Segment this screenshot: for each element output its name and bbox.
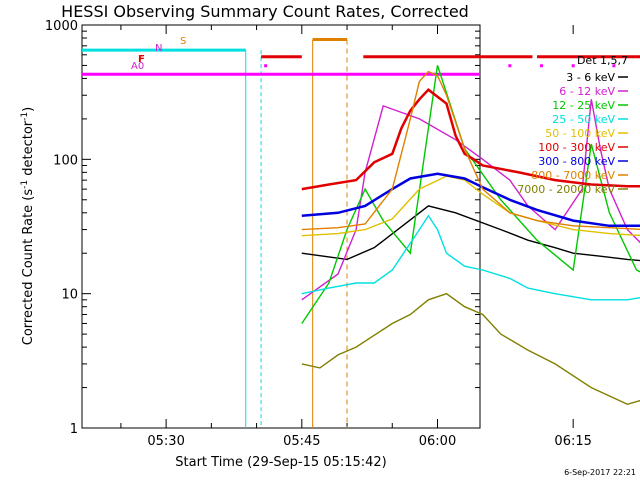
legend-label-4: 25 - 50 keV: [552, 113, 615, 126]
attenuator-marker: [264, 64, 268, 68]
series-lines: [301, 65, 640, 406]
series-line-6: [301, 88, 640, 191]
y-axis-label: Corrected Count Rate (s-1 detector-1): [20, 107, 36, 345]
y-tick-label: 1000: [45, 19, 78, 34]
attenuator-marker: [540, 64, 544, 68]
legend-label-3: 12 - 25 keV: [552, 99, 615, 112]
legend-label-5: 50 - 100 keV: [545, 127, 615, 140]
y-tick-label: 10: [61, 288, 78, 303]
series-line-5: [301, 175, 640, 237]
x-axis-label: Start Time (29-Sep-15 05:15:42): [175, 455, 386, 470]
legend-label-6: 100 - 300 keV: [538, 141, 615, 154]
flag-label-f: F: [138, 54, 145, 65]
series-line-1: [301, 205, 640, 262]
chart-title: HESSI Observing Summary Count Rates, Cor…: [61, 2, 469, 21]
x-tick-label: 06:15: [554, 434, 591, 449]
legend-title: Det 1,5,7: [577, 54, 628, 67]
attenuator-marker: [571, 64, 575, 68]
flag-labels: F N S A0: [131, 36, 186, 72]
y-tick-label: 1: [70, 422, 78, 437]
orbit-overlay: [82, 37, 640, 428]
attenuator-marker: [508, 64, 512, 68]
plot-frame: [81, 24, 481, 429]
legend-label-1: 3 - 6 keV: [566, 71, 615, 84]
series-line-9: [301, 292, 640, 406]
flag-label-a0: A0: [131, 61, 144, 72]
series-line-4: [301, 214, 640, 301]
legend-label-2: 6 - 12 keV: [559, 85, 615, 98]
flag-label-n: N: [155, 43, 162, 54]
attenuator-marker: [612, 64, 616, 68]
series-line-3: [301, 65, 640, 324]
x-tick-label: 06:00: [419, 434, 456, 449]
y-axis-ticks: 1 10 100 1000: [45, 19, 480, 437]
footer-date: 6-Sep-2017 22:21: [564, 468, 636, 477]
y-tick-label: 100: [53, 153, 78, 168]
legend-label-7: 300 - 800 keV: [538, 155, 615, 168]
series-line-2: [301, 99, 640, 301]
x-tick-label: 05:45: [283, 434, 320, 449]
legend-label-9: 7000 - 20000 keV: [517, 183, 615, 196]
legend-label-8: 800 - 7000 keV: [531, 169, 615, 182]
series-line-8: [301, 70, 640, 231]
flag-label-s: S: [180, 36, 186, 47]
x-tick-label: 05:30: [147, 434, 184, 449]
series-line-7: [301, 172, 640, 228]
